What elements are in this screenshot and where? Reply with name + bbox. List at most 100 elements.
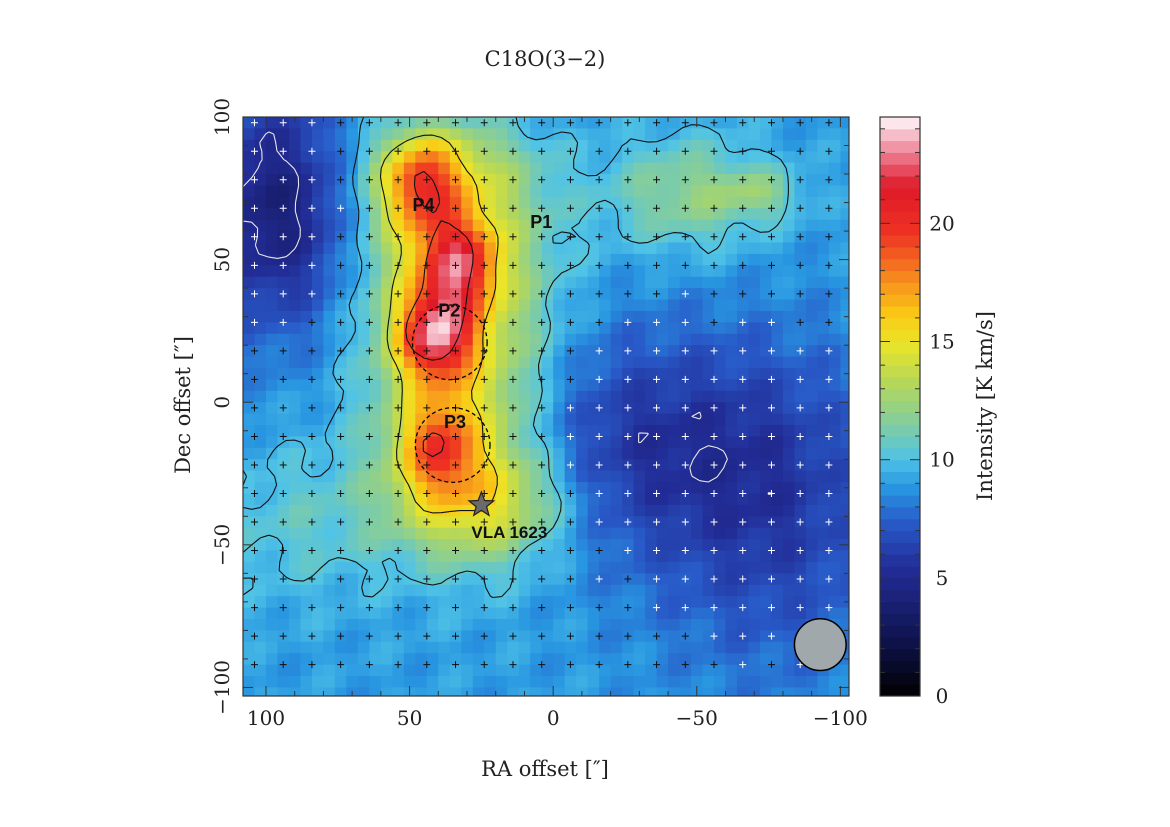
heatmap-cell [449, 550, 462, 563]
heatmap-cell [840, 288, 849, 301]
heatmap-cell [254, 276, 267, 289]
colorbar-step [880, 483, 920, 496]
heatmap-cell [530, 664, 543, 677]
grid-marker [480, 176, 488, 184]
heatmap-cell [599, 117, 612, 118]
grid-marker [365, 375, 373, 383]
heatmap-cell [564, 367, 577, 381]
heatmap-cell [759, 333, 773, 346]
heatmap-cell [702, 117, 715, 118]
heatmap-cell [415, 310, 428, 323]
heatmap-cell [495, 653, 508, 666]
heatmap-cell [449, 676, 462, 689]
grid-marker [538, 661, 546, 669]
heatmap-cell [415, 527, 428, 540]
grid-marker [279, 632, 287, 640]
heatmap-cell [472, 539, 485, 552]
heatmap-cell [357, 413, 370, 426]
heatmap-cell [369, 117, 382, 118]
y-axis-label: Dec offset [″] [171, 336, 195, 474]
heatmap-cell [449, 253, 462, 266]
heatmap-cell [518, 664, 531, 677]
heatmap-cell [782, 379, 796, 392]
heatmap-cell [782, 550, 796, 563]
heatmap-cell [484, 607, 497, 620]
heatmap-cell [553, 527, 566, 540]
heatmap-cell [679, 390, 692, 403]
heatmap-cell [334, 584, 347, 597]
heatmap-cell [702, 322, 715, 335]
grid-marker [394, 147, 402, 155]
heatmap-cell [426, 367, 439, 381]
heatmap-cell [541, 139, 554, 152]
heatmap-cell [265, 641, 279, 654]
heatmap-cell [288, 630, 302, 643]
heatmap-cell [380, 367, 393, 381]
heatmap-cell [668, 139, 681, 152]
heatmap-cell [852, 345, 864, 357]
heatmap-cell [725, 390, 738, 403]
heatmap-cell [645, 561, 658, 574]
heatmap-cell [576, 641, 589, 654]
heatmap-cell [415, 630, 428, 643]
heatmap-cell [472, 436, 485, 449]
heatmap-cell [323, 196, 336, 209]
heatmap-cell [243, 128, 256, 141]
heatmap-cell [369, 630, 382, 643]
heatmap-cell [518, 470, 531, 483]
heatmap-cell [357, 607, 370, 620]
heatmap-cell [243, 185, 244, 198]
heatmap-cell [576, 162, 589, 175]
grid-marker [566, 461, 574, 469]
grid-marker [825, 432, 833, 440]
heatmap-cell [518, 584, 531, 597]
heatmap-cell [530, 276, 543, 289]
heatmap-cell [702, 196, 715, 209]
heatmap-cell [541, 299, 554, 312]
heatmap-cell [759, 459, 773, 472]
colorbar-step [880, 306, 920, 319]
heatmap-cell [380, 539, 393, 552]
heatmap-cell [771, 459, 784, 472]
heatmap-cell [530, 459, 543, 472]
heatmap-cell [725, 333, 738, 346]
grid-marker [595, 604, 603, 612]
heatmap-cell [472, 299, 485, 312]
heatmap-cell [714, 676, 727, 689]
heatmap-cell [760, 699, 772, 711]
heatmap-cell [794, 504, 807, 517]
heatmap-cell [736, 253, 750, 266]
heatmap-cell [438, 151, 451, 164]
heatmap-cell [553, 219, 566, 232]
heatmap-cell [645, 482, 658, 495]
heatmap-cell [300, 664, 313, 677]
heatmap-cell [691, 265, 704, 278]
heatmap-cell [714, 607, 727, 620]
heatmap-cell [403, 516, 416, 529]
heatmap-cell [668, 276, 681, 289]
grid-marker [509, 575, 517, 583]
heatmap-cell [392, 504, 405, 517]
heatmap-cell [461, 516, 474, 529]
heatmap-cell [725, 322, 738, 335]
heatmap-cell [288, 288, 302, 301]
heatmap-cell [254, 356, 267, 369]
heatmap-cell [805, 345, 819, 358]
heatmap-cell [243, 265, 256, 278]
heatmap-cell [346, 231, 359, 244]
heatmap-cell [852, 471, 864, 483]
heatmap-cell [300, 550, 313, 563]
heatmap-cell [254, 333, 267, 346]
heatmap-cell [392, 253, 405, 266]
heatmap-cell [530, 676, 543, 689]
heatmap-cell [645, 310, 658, 323]
grid-marker [767, 347, 775, 355]
heatmap-cell [656, 185, 669, 198]
heatmap-cell [438, 139, 451, 152]
heatmap-cell [840, 493, 849, 506]
heatmap-cell [771, 231, 784, 244]
heatmap-cell [346, 516, 359, 529]
heatmap-cell [243, 356, 256, 369]
heatmap-cell [782, 413, 796, 426]
heatmap-cell [265, 561, 279, 574]
